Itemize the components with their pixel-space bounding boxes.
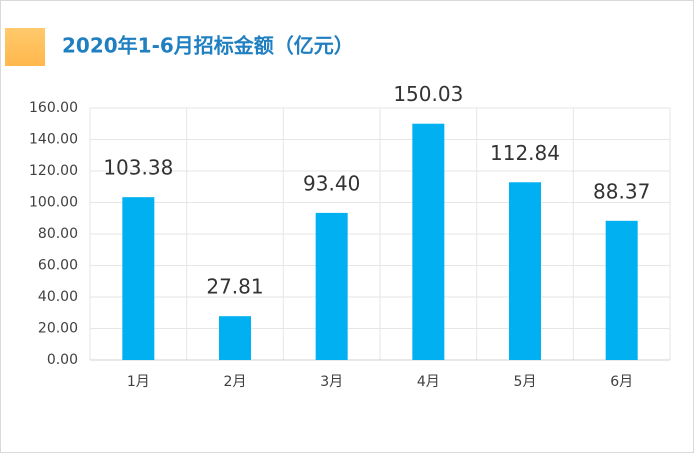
x-tick-label: 5月	[514, 374, 537, 390]
bar	[605, 220, 638, 360]
x-tick-label: 4月	[417, 374, 440, 390]
value-label: 27.81	[206, 275, 263, 299]
x-tick-label: 2月	[224, 374, 247, 390]
title-badge	[5, 28, 45, 66]
y-tick-label: 0.00	[47, 352, 78, 368]
bar	[412, 123, 445, 360]
y-tick-label: 100.00	[29, 195, 78, 211]
y-tick-label: 160.00	[29, 100, 78, 116]
bar	[219, 316, 251, 360]
y-tick-label: 40.00	[38, 289, 78, 305]
y-tick-label: 20.00	[38, 321, 78, 337]
value-label: 93.40	[303, 171, 360, 195]
x-tick-label: 3月	[320, 374, 343, 390]
y-tick-label: 140.00	[29, 132, 78, 148]
bar	[122, 197, 155, 360]
bar	[509, 182, 541, 360]
y-tick-label: 60.00	[38, 258, 78, 274]
value-label: 88.37	[593, 179, 650, 203]
value-label: 103.38	[103, 156, 173, 180]
y-tick-label: 120.00	[29, 163, 78, 179]
chart-title: 2020年1-6月招标金额（亿元）	[62, 34, 354, 58]
x-tick-label: 1月	[127, 374, 150, 390]
x-tick-label: 6月	[610, 374, 633, 390]
value-label: 112.84	[490, 141, 560, 165]
bar	[315, 212, 348, 360]
value-label: 150.03	[393, 82, 463, 106]
y-tick-label: 80.00	[38, 226, 78, 242]
